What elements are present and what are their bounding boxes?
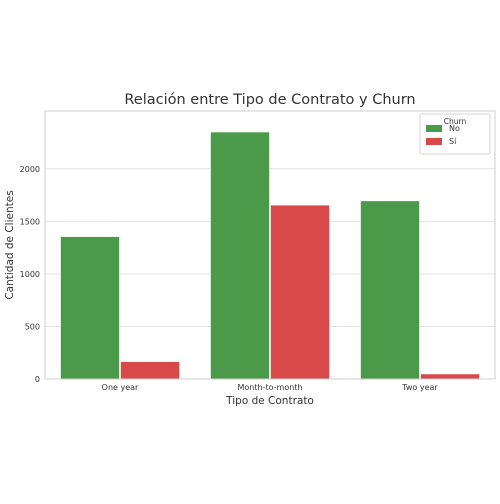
bar-no: [60, 236, 120, 380]
x-tick-label: Month-to-month: [238, 383, 303, 392]
y-tick-label: 1500: [20, 217, 40, 226]
legend-swatch: [426, 138, 442, 145]
legend-swatch: [426, 125, 442, 132]
legend-label: No: [449, 124, 460, 133]
x-tick-labels: One year Month-to-month Two year: [102, 383, 439, 392]
y-tick-label: 1000: [20, 270, 40, 279]
chart-title: Relación entre Tipo de Contrato y Churn: [124, 92, 415, 108]
bars-layer: [60, 131, 480, 380]
y-tick-label: 0: [35, 375, 40, 384]
bar-si: [120, 361, 180, 380]
bar-si: [420, 373, 480, 380]
x-axis-label: Tipo de Contrato: [225, 395, 314, 407]
y-tick-label: 500: [25, 322, 40, 331]
x-tick-label: One year: [102, 383, 139, 392]
bar-no: [210, 131, 270, 380]
y-tick-label: 2000: [20, 165, 40, 174]
y-tick-labels: 0 500 1000 1500 2000: [20, 165, 40, 384]
legend-label: Sí: [449, 137, 457, 146]
grid-layer: [45, 168, 495, 327]
legend-items: No Sí: [426, 124, 460, 146]
bar-no: [360, 200, 420, 380]
y-axis-label: Cantidad de Clientes: [4, 190, 16, 299]
x-tick-label: Two year: [401, 383, 438, 392]
legend-title: Churn: [444, 117, 467, 126]
bar-si: [270, 204, 330, 380]
legend: Churn No Sí: [419, 113, 491, 155]
plot-frame: [44, 110, 496, 380]
